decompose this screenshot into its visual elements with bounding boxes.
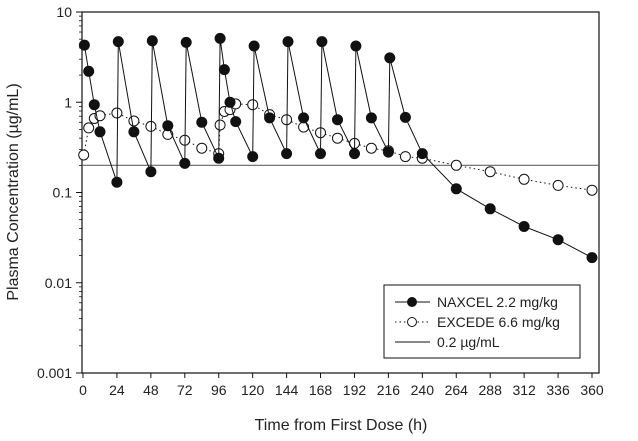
data-point-excede [298,121,310,133]
series-excede [78,98,598,196]
x-tick-label: 48 [143,382,159,398]
data-point-naxcel [196,116,208,128]
data-point-excede [450,159,462,171]
x-tick-label: 192 [343,382,367,398]
data-point-naxcel [416,148,428,160]
x-tick-label: 0 [79,382,87,398]
data-point-excede [586,184,598,196]
data-point-naxcel [365,112,377,124]
data-point-naxcel [112,36,124,48]
legend-naxcel-label: NAXCEL 2.2 mg/kg [437,294,558,310]
data-point-naxcel [180,36,192,48]
data-point-naxcel [78,39,90,51]
data-point-excede [552,179,564,191]
x-tick-label: 312 [512,382,536,398]
x-tick-label: 336 [546,382,570,398]
data-point-excede [128,115,140,127]
x-tick-label: 144 [275,382,299,398]
data-point-excede [365,142,377,154]
data-point-excede [399,151,411,163]
x-tick-label: 96 [211,382,227,398]
legend-threshold-label: 0.2 µg/mL [437,334,500,350]
data-point-naxcel [128,126,140,138]
data-point-naxcel [332,114,343,126]
data-point-naxcel [382,146,394,158]
data-point-excede [518,173,530,185]
series-layer [78,32,598,264]
data-point-naxcel [247,151,259,163]
data-point-excede [78,149,90,161]
data-point-excede [332,132,343,144]
data-point-naxcel [230,116,242,128]
data-point-naxcel [349,148,360,160]
data-point-naxcel [316,36,328,48]
data-point-naxcel [224,96,236,108]
data-point-excede [111,107,123,119]
y-tick-label: 0.001 [37,365,72,381]
x-tick-label: 288 [479,382,503,398]
y-tick-label: 10 [56,4,72,20]
data-point-naxcel [264,112,276,124]
x-tick-label: 240 [411,382,435,398]
data-point-naxcel [450,183,462,195]
data-point-naxcel [218,64,230,76]
legend-excede-marker [407,317,417,327]
data-point-naxcel [146,35,158,47]
legend: NAXCEL 2.2 mg/kg EXCEDE 6.6 mg/kg 0.2 µg… [383,284,581,359]
data-point-naxcel [162,120,174,132]
x-tick-label: 360 [580,382,604,398]
data-point-naxcel [145,166,157,178]
data-point-naxcel [586,252,598,264]
data-point-naxcel [179,157,191,169]
data-point-naxcel [83,65,95,77]
data-point-naxcel [94,126,106,138]
data-point-naxcel [282,36,294,48]
data-point-naxcel [552,234,564,246]
data-point-naxcel [281,148,293,160]
y-tick-label: 1 [64,94,72,110]
data-point-naxcel [298,112,310,124]
data-point-naxcel [213,152,225,164]
data-point-excede [484,166,496,178]
data-point-naxcel [384,52,396,64]
series-line-naxcel [83,38,593,259]
x-tick-label: 72 [177,382,193,398]
legend-naxcel-marker [407,297,417,307]
y-axis-title: Plasma Concentration (µg/mL) [5,83,22,300]
data-point-naxcel [214,32,226,44]
x-tick-label: 216 [377,382,401,398]
data-point-excede [247,99,259,111]
data-point-naxcel [248,40,260,52]
y-tick-label: 0.1 [53,185,73,201]
data-point-excede [196,142,208,154]
data-point-naxcel [111,176,123,188]
y-tick-label: 0.01 [45,275,72,291]
x-tick-label: 168 [309,382,333,398]
data-point-excede [83,122,95,134]
x-tick-label: 24 [109,382,125,398]
data-point-naxcel [315,148,326,160]
axes: 0 24 48 72 96 120 144 168 192 216 240 264 288 312 336 3… [37,4,604,398]
series-naxcel [78,32,598,264]
data-point-naxcel [518,221,530,232]
data-point-naxcel [350,40,362,52]
x-axis-title: Time from First Dose (h) [255,417,428,434]
data-point-naxcel [399,111,411,123]
data-point-naxcel [484,203,496,215]
legend-excede-label: EXCEDE 6.6 mg/kg [437,314,560,330]
x-tick-label: 264 [445,382,469,398]
data-point-naxcel [88,99,100,111]
data-point-excede [214,119,226,131]
x-tick-label: 120 [241,382,265,398]
